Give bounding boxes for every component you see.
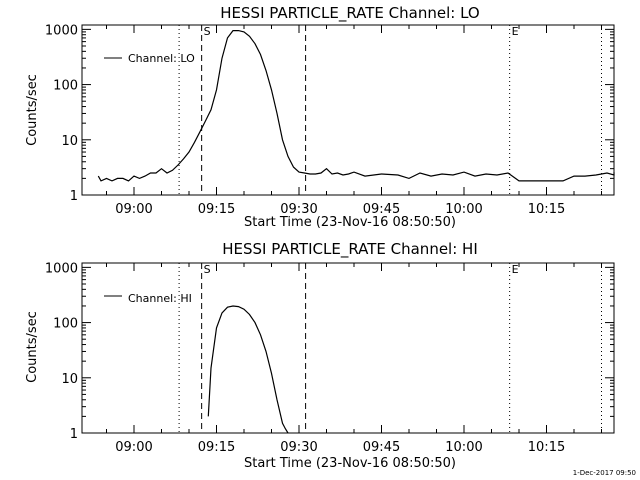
series-line: [97, 30, 615, 182]
chart-title: HESSI PARTICLE_RATE Channel: HI: [222, 240, 478, 259]
plot-frame: [81, 24, 615, 196]
legend-label: Channel: HI: [128, 292, 192, 305]
event-marker-label: E: [512, 263, 519, 276]
chart-title: HESSI PARTICLE_RATE Channel: LO: [220, 4, 479, 23]
x-tick-label: 09:45: [363, 202, 400, 217]
y-tick-label: 1000: [45, 261, 78, 276]
y-tick-label: 10: [61, 372, 78, 387]
y-tick-label: 100: [53, 79, 78, 94]
event-marker-label: S: [204, 25, 211, 38]
y-tick-label: 1: [70, 189, 78, 204]
x-axis-label: Start Time (23-Nov-16 08:50:50): [244, 215, 456, 230]
x-tick-label: 09:45: [363, 440, 400, 455]
event-marker-label: E: [512, 25, 519, 38]
x-tick-label: 09:00: [115, 440, 152, 455]
series-line: [207, 305, 289, 434]
x-tick-label: 10:15: [528, 202, 565, 217]
x-tick-label: 09:15: [198, 202, 235, 217]
y-tick-label: 1: [70, 427, 78, 442]
x-axis-label: Start Time (23-Nov-16 08:50:50): [244, 456, 456, 471]
hi-channel-panel: HESSI PARTICLE_RATE Channel: HI Start Ti…: [25, 240, 615, 471]
x-tick-label: 09:00: [115, 202, 152, 217]
y-tick-label: 1000: [45, 23, 78, 38]
x-tick-label: 09:30: [280, 440, 317, 455]
plot-timestamp: 1-Dec-2017 09:50: [573, 469, 636, 477]
x-tick-label: 10:00: [445, 202, 482, 217]
lo-channel-panel: HESSI PARTICLE_RATE Channel: LO Start Ti…: [25, 4, 615, 230]
x-tick-label: 10:15: [528, 440, 565, 455]
y-axis-label: Counts/sec: [25, 74, 40, 146]
y-tick-label: 10: [61, 134, 78, 149]
x-tick-label: 09:30: [280, 202, 317, 217]
plot-frame: [81, 262, 615, 434]
x-tick-label: 09:15: [198, 440, 235, 455]
y-axis-label: Counts/sec: [25, 311, 40, 383]
legend-label: Channel: LO: [128, 52, 195, 65]
y-tick-label: 100: [53, 317, 78, 332]
x-tick-label: 10:00: [445, 440, 482, 455]
event-marker-label: S: [204, 263, 211, 276]
